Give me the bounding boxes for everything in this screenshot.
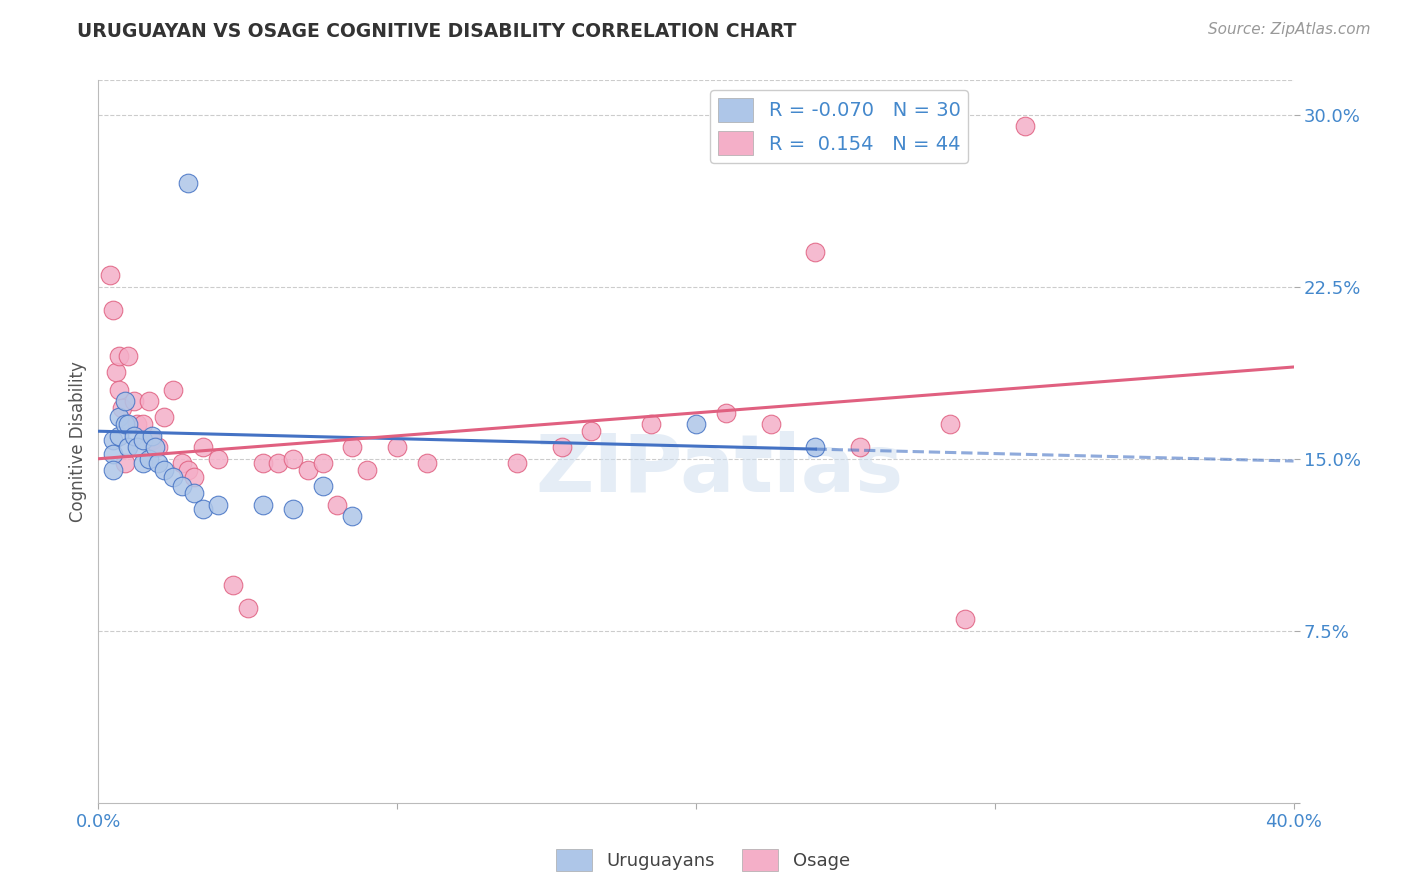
Point — [506, 456, 529, 470]
Point — [311, 456, 333, 470]
Point — [581, 424, 603, 438]
Point — [162, 470, 184, 484]
Point — [153, 463, 176, 477]
Legend: R = -0.070   N = 30, R =  0.154   N = 44: R = -0.070 N = 30, R = 0.154 N = 44 — [710, 90, 969, 162]
Point — [162, 383, 184, 397]
Point — [177, 463, 200, 477]
Point — [849, 440, 872, 454]
Point — [222, 578, 245, 592]
Point — [108, 429, 131, 443]
Point — [132, 434, 155, 448]
Point — [236, 600, 259, 615]
Point — [714, 406, 737, 420]
Text: URUGUAYAN VS OSAGE COGNITIVE DISABILITY CORRELATION CHART: URUGUAYAN VS OSAGE COGNITIVE DISABILITY … — [77, 22, 797, 41]
Point — [124, 394, 146, 409]
Point — [939, 417, 962, 432]
Text: Source: ZipAtlas.com: Source: ZipAtlas.com — [1208, 22, 1371, 37]
Point — [207, 498, 229, 512]
Point — [172, 479, 194, 493]
Point — [640, 417, 662, 432]
Point — [685, 417, 707, 432]
Point — [311, 479, 333, 493]
Point — [153, 410, 176, 425]
Point — [117, 349, 139, 363]
Point — [550, 440, 572, 454]
Point — [759, 417, 782, 432]
Point — [207, 451, 229, 466]
Point — [127, 417, 149, 432]
Point — [172, 456, 194, 470]
Point — [114, 394, 136, 409]
Point — [385, 440, 409, 454]
Point — [114, 456, 136, 470]
Point — [953, 612, 976, 626]
Text: ZIPatlas: ZIPatlas — [536, 432, 904, 509]
Point — [1014, 119, 1036, 133]
Point — [141, 429, 163, 443]
Point — [281, 502, 304, 516]
Point — [148, 440, 170, 454]
Point — [148, 456, 170, 470]
Y-axis label: Cognitive Disability: Cognitive Disability — [69, 361, 87, 522]
Point — [356, 463, 378, 477]
Point — [114, 417, 136, 432]
Point — [141, 434, 163, 448]
Point — [108, 349, 131, 363]
Point — [342, 509, 364, 524]
Point — [416, 456, 439, 470]
Point — [132, 417, 155, 432]
Point — [105, 365, 128, 379]
Point — [124, 429, 146, 443]
Point — [103, 302, 125, 317]
Point — [103, 447, 125, 461]
Legend: Uruguayans, Osage: Uruguayans, Osage — [548, 842, 858, 879]
Point — [267, 456, 290, 470]
Point — [191, 502, 214, 516]
Point — [127, 440, 149, 454]
Point — [183, 486, 205, 500]
Point — [138, 451, 160, 466]
Point — [804, 245, 827, 260]
Point — [117, 440, 139, 454]
Point — [191, 440, 214, 454]
Point — [177, 177, 200, 191]
Point — [138, 394, 160, 409]
Point — [804, 440, 827, 454]
Point — [103, 463, 125, 477]
Point — [183, 470, 205, 484]
Point — [108, 410, 131, 425]
Point — [342, 440, 364, 454]
Point — [297, 463, 319, 477]
Point — [326, 498, 349, 512]
Point — [143, 440, 166, 454]
Point — [252, 456, 274, 470]
Point — [108, 383, 131, 397]
Point — [117, 417, 139, 432]
Point — [98, 268, 122, 283]
Point — [132, 456, 155, 470]
Point — [111, 401, 134, 416]
Point — [281, 451, 304, 466]
Point — [252, 498, 274, 512]
Point — [103, 434, 125, 448]
